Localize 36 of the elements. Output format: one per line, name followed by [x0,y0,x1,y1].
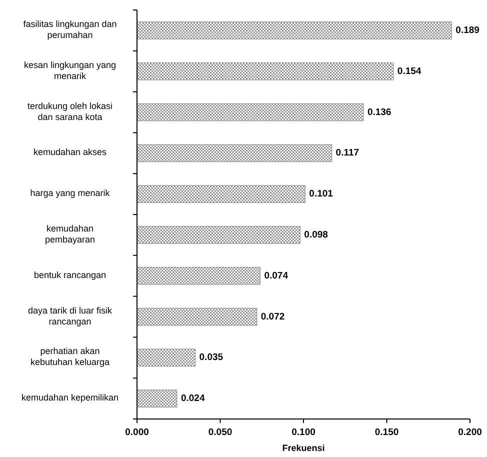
y-tick-label: bentuk rancangan [34,270,106,280]
y-tick-label: fasilitas lingkungan dan perumahan [23,19,117,40]
data-label: 0.024 [180,393,206,404]
bar [136,22,452,40]
y-tick-label: kemudahan akses [33,148,108,158]
bar [136,185,306,203]
y-tick-label: daya tarik di luar fisik rancangan [28,306,113,327]
y-tick-label: harga yang menarik [30,188,110,198]
y-tick-label: kesan lingkungan yang menarik [24,60,116,82]
y-tick-label: perhatian akan kebutuhan keluarga [30,346,110,368]
data-label: 0.117 [336,148,360,159]
y-tick-label: terdukung oleh lokasi dan sarana kota [27,101,113,122]
x-tick-label: 0.150 [374,427,399,438]
x-tick-label: 0.000 [125,427,149,438]
data-label: 0.035 [199,352,224,364]
bar [136,226,300,244]
data-label: 0.072 [260,311,285,322]
x-axis-title: Frekuensi [282,443,325,453]
data-label: 0.154 [397,66,422,77]
x-tick-label: 0.200 [458,427,482,438]
x-tick-label: 0.100 [292,427,316,438]
data-label: 0.074 [264,270,289,282]
x-tick-label: 0.050 [208,427,232,438]
bar [136,103,364,122]
bar [136,266,261,285]
data-label: 0.101 [309,188,334,200]
data-label: 0.189 [456,24,480,36]
bar [136,308,258,326]
bar [136,348,196,367]
data-label: 0.098 [304,229,328,240]
bar [136,144,332,162]
data-label: 0.136 [367,106,392,118]
bar [136,62,394,80]
bar [136,390,178,408]
y-tick-label: kemudahan kepemilikan [21,392,119,403]
y-tick-label: kemudahan pembayaran [44,224,96,245]
